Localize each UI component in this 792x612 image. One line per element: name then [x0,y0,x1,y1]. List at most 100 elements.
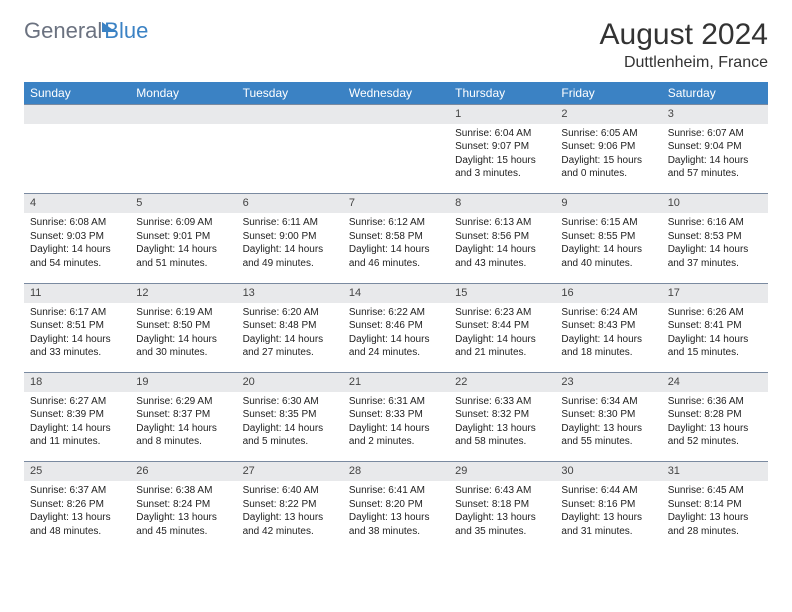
daylight-text: Daylight: 15 hours and 0 minutes. [561,154,655,181]
sunset-text: Sunset: 8:51 PM [30,319,124,333]
sunrise-text: Sunrise: 6:45 AM [668,484,762,498]
day-content-cell: Sunrise: 6:22 AMSunset: 8:46 PMDaylight:… [343,303,449,373]
sunset-text: Sunset: 8:50 PM [136,319,230,333]
daylight-text: Daylight: 14 hours and 15 minutes. [668,333,762,360]
day-number-cell: 25 [24,462,130,481]
day-number-cell: 21 [343,373,449,392]
day-content-cell: Sunrise: 6:23 AMSunset: 8:44 PMDaylight:… [449,303,555,373]
header: General Blue August 2024 Duttlenheim, Fr… [24,18,768,72]
sunset-text: Sunset: 8:39 PM [30,408,124,422]
daylight-text: Daylight: 13 hours and 31 minutes. [561,511,655,538]
sunrise-text: Sunrise: 6:20 AM [243,306,337,320]
day-content-row: Sunrise: 6:27 AMSunset: 8:39 PMDaylight:… [24,392,768,462]
sunrise-text: Sunrise: 6:22 AM [349,306,443,320]
day-number-row: 123 [24,105,768,124]
day-number-cell: 2 [555,105,661,124]
day-number-cell: 30 [555,462,661,481]
day-content-cell: Sunrise: 6:30 AMSunset: 8:35 PMDaylight:… [237,392,343,462]
sunrise-text: Sunrise: 6:38 AM [136,484,230,498]
weekday-header: Wednesday [343,82,449,105]
sunrise-text: Sunrise: 6:05 AM [561,127,655,141]
sunset-text: Sunset: 8:48 PM [243,319,337,333]
sunrise-text: Sunrise: 6:09 AM [136,216,230,230]
day-content-cell: Sunrise: 6:15 AMSunset: 8:55 PMDaylight:… [555,213,661,283]
daylight-text: Daylight: 13 hours and 52 minutes. [668,422,762,449]
daylight-text: Daylight: 13 hours and 38 minutes. [349,511,443,538]
sunrise-text: Sunrise: 6:07 AM [668,127,762,141]
day-number-cell: 27 [237,462,343,481]
sunset-text: Sunset: 8:55 PM [561,230,655,244]
day-content-cell: Sunrise: 6:36 AMSunset: 8:28 PMDaylight:… [662,392,768,462]
day-content-cell: Sunrise: 6:16 AMSunset: 8:53 PMDaylight:… [662,213,768,283]
day-number-cell: 11 [24,283,130,302]
daylight-text: Daylight: 14 hours and 40 minutes. [561,243,655,270]
daylight-text: Daylight: 14 hours and 49 minutes. [243,243,337,270]
daylight-text: Daylight: 14 hours and 33 minutes. [30,333,124,360]
day-number-cell [130,105,236,124]
sunset-text: Sunset: 8:20 PM [349,498,443,512]
day-number-cell: 13 [237,283,343,302]
day-content-cell: Sunrise: 6:19 AMSunset: 8:50 PMDaylight:… [130,303,236,373]
daylight-text: Daylight: 14 hours and 30 minutes. [136,333,230,360]
day-number-cell: 17 [662,283,768,302]
weekday-header: Tuesday [237,82,343,105]
daylight-text: Daylight: 14 hours and 18 minutes. [561,333,655,360]
day-number-cell: 6 [237,194,343,213]
day-content-cell [130,124,236,194]
day-content-row: Sunrise: 6:08 AMSunset: 9:03 PMDaylight:… [24,213,768,283]
sunset-text: Sunset: 8:26 PM [30,498,124,512]
day-content-cell: Sunrise: 6:07 AMSunset: 9:04 PMDaylight:… [662,124,768,194]
day-content-cell: Sunrise: 6:33 AMSunset: 8:32 PMDaylight:… [449,392,555,462]
day-content-cell: Sunrise: 6:34 AMSunset: 8:30 PMDaylight:… [555,392,661,462]
day-number-cell [237,105,343,124]
day-number-cell: 16 [555,283,661,302]
day-number-row: 18192021222324 [24,373,768,392]
day-content-cell: Sunrise: 6:31 AMSunset: 8:33 PMDaylight:… [343,392,449,462]
sunset-text: Sunset: 8:46 PM [349,319,443,333]
daylight-text: Daylight: 14 hours and 43 minutes. [455,243,549,270]
sunset-text: Sunset: 8:16 PM [561,498,655,512]
logo-text-general: General [24,18,102,44]
sunset-text: Sunset: 9:07 PM [455,140,549,154]
daylight-text: Daylight: 14 hours and 11 minutes. [30,422,124,449]
weekday-header-row: SundayMondayTuesdayWednesdayThursdayFrid… [24,82,768,105]
sunrise-text: Sunrise: 6:19 AM [136,306,230,320]
day-content-cell: Sunrise: 6:26 AMSunset: 8:41 PMDaylight:… [662,303,768,373]
day-number-cell: 19 [130,373,236,392]
sunset-text: Sunset: 9:03 PM [30,230,124,244]
daylight-text: Daylight: 13 hours and 45 minutes. [136,511,230,538]
sunset-text: Sunset: 8:22 PM [243,498,337,512]
sunrise-text: Sunrise: 6:37 AM [30,484,124,498]
daylight-text: Daylight: 14 hours and 27 minutes. [243,333,337,360]
sunset-text: Sunset: 9:04 PM [668,140,762,154]
sunset-text: Sunset: 8:30 PM [561,408,655,422]
day-content-row: Sunrise: 6:37 AMSunset: 8:26 PM Daylight:… [24,481,768,551]
sunrise-text: Sunrise: 6:12 AM [349,216,443,230]
daylight-text: Daylight: 14 hours and 21 minutes. [455,333,549,360]
day-content-cell: Sunrise: 6:29 AMSunset: 8:37 PMDaylight:… [130,392,236,462]
sunrise-text: Sunrise: 6:15 AM [561,216,655,230]
day-number-cell: 7 [343,194,449,213]
sunrise-text: Sunrise: 6:26 AM [668,306,762,320]
sunset-text: Sunset: 8:32 PM [455,408,549,422]
day-content-cell: Sunrise: 6:40 AMSunset: 8:22 PMDaylight:… [237,481,343,551]
daylight-text: Daylight: 15 hours and 3 minutes. [455,154,549,181]
sunset-text: Sunset: 8:33 PM [349,408,443,422]
sunrise-text: Sunrise: 6:11 AM [243,216,337,230]
day-number-cell [24,105,130,124]
day-content-cell [24,124,130,194]
day-number-cell: 15 [449,283,555,302]
sunset-text: Sunset: 8:56 PM [455,230,549,244]
day-number-cell [343,105,449,124]
daylight-text: Daylight: 13 hours and 35 minutes. [455,511,549,538]
day-number-cell: 5 [130,194,236,213]
logo: General Blue [24,18,148,44]
daylight-text: Daylight: 13 hours and 58 minutes. [455,422,549,449]
daylight-text: Daylight: 14 hours and 8 minutes. [136,422,230,449]
day-number-cell: 28 [343,462,449,481]
day-number-cell: 9 [555,194,661,213]
day-content-cell: Sunrise: 6:37 AMSunset: 8:26 PMDaylight:… [24,481,130,551]
day-number-cell: 23 [555,373,661,392]
day-content-cell: Sunrise: 6:41 AMSunset: 8:20 PMDaylight:… [343,481,449,551]
day-content-cell [237,124,343,194]
